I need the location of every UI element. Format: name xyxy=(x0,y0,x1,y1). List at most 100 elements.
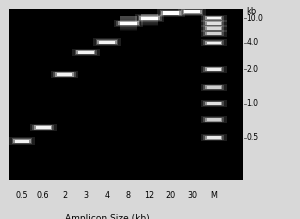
Bar xyxy=(120,24,137,25)
Bar xyxy=(205,21,222,25)
Text: 0.6: 0.6 xyxy=(37,191,50,200)
Bar xyxy=(141,17,158,18)
Bar xyxy=(120,20,137,21)
Bar xyxy=(203,21,224,26)
Bar xyxy=(99,41,115,44)
Bar xyxy=(207,42,221,44)
Bar xyxy=(207,118,221,121)
Bar xyxy=(120,23,137,24)
Bar xyxy=(141,20,158,21)
Bar xyxy=(201,25,226,32)
Bar xyxy=(203,16,224,21)
Bar xyxy=(120,19,137,20)
Bar xyxy=(120,21,137,22)
Bar xyxy=(141,25,158,26)
Bar xyxy=(120,30,137,31)
Text: 8: 8 xyxy=(126,191,131,200)
Bar xyxy=(120,27,137,28)
Bar xyxy=(141,18,158,19)
Bar xyxy=(32,125,54,130)
Bar xyxy=(120,28,137,29)
Bar xyxy=(141,19,158,20)
Bar xyxy=(141,21,158,22)
Bar xyxy=(120,26,137,27)
Bar xyxy=(201,20,226,27)
Bar xyxy=(205,16,222,20)
Bar xyxy=(74,49,97,55)
Bar xyxy=(138,15,162,21)
Bar xyxy=(201,39,226,46)
Bar xyxy=(205,102,222,106)
Bar xyxy=(98,40,117,44)
Bar xyxy=(207,86,221,89)
Bar xyxy=(205,32,222,35)
Bar xyxy=(76,50,95,55)
Bar xyxy=(30,124,57,131)
Text: 12: 12 xyxy=(145,191,155,200)
Bar xyxy=(36,126,51,129)
Bar xyxy=(120,17,137,18)
Bar xyxy=(96,39,118,45)
Bar xyxy=(55,72,74,77)
Bar xyxy=(181,9,203,15)
Text: 3: 3 xyxy=(83,191,88,200)
Bar xyxy=(72,49,100,56)
Text: kb: kb xyxy=(247,7,257,16)
Bar xyxy=(141,16,158,17)
Bar xyxy=(207,22,221,25)
Bar xyxy=(203,41,224,45)
Text: 2.0: 2.0 xyxy=(247,65,259,74)
Text: 4: 4 xyxy=(104,191,110,200)
Bar xyxy=(207,27,221,30)
Bar xyxy=(9,138,35,145)
Bar xyxy=(78,51,94,54)
Bar xyxy=(201,100,226,107)
Bar xyxy=(203,85,224,90)
Bar xyxy=(120,29,137,30)
Bar xyxy=(161,11,181,15)
Bar xyxy=(178,8,206,16)
Bar xyxy=(93,38,121,46)
Bar xyxy=(205,85,222,89)
Bar xyxy=(203,26,224,31)
Text: 1.0: 1.0 xyxy=(247,99,259,108)
Bar xyxy=(201,134,226,141)
Bar xyxy=(201,15,226,22)
Bar xyxy=(120,25,137,26)
Bar xyxy=(207,17,221,19)
Bar xyxy=(120,16,137,17)
Bar xyxy=(205,118,222,122)
Bar xyxy=(203,31,224,36)
Bar xyxy=(120,22,137,23)
Bar xyxy=(160,10,182,16)
Bar xyxy=(163,11,179,15)
Bar xyxy=(201,30,226,37)
Bar xyxy=(205,67,222,71)
Bar xyxy=(141,15,158,16)
Bar xyxy=(203,117,224,122)
Bar xyxy=(207,136,221,139)
Bar xyxy=(51,71,78,78)
Bar xyxy=(135,14,164,22)
Bar xyxy=(120,18,137,19)
Bar xyxy=(139,16,160,20)
Bar xyxy=(141,22,158,23)
Bar xyxy=(205,41,222,45)
Text: 30: 30 xyxy=(187,191,197,200)
Bar xyxy=(207,68,221,71)
Text: 0.5: 0.5 xyxy=(247,133,259,142)
Bar xyxy=(118,21,139,25)
Bar xyxy=(116,21,140,26)
Bar xyxy=(12,138,32,144)
Text: 0.5: 0.5 xyxy=(16,191,28,200)
Bar xyxy=(53,72,76,77)
Bar xyxy=(201,84,226,91)
Bar xyxy=(184,10,200,13)
Bar xyxy=(207,102,221,105)
Bar xyxy=(157,9,185,17)
Bar xyxy=(205,136,222,140)
Bar xyxy=(203,101,224,106)
Text: Amplicon Size (kb): Amplicon Size (kb) xyxy=(65,214,150,219)
Text: 20: 20 xyxy=(166,191,176,200)
Bar xyxy=(56,73,72,76)
